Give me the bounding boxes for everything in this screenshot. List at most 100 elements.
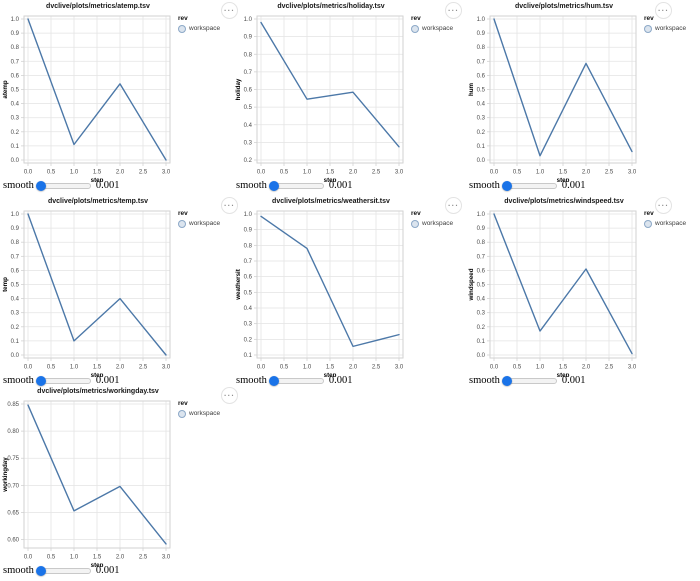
y-tick-label: 0.4 xyxy=(11,102,20,108)
plot-menu-button[interactable]: ··· xyxy=(221,2,238,19)
y-tick-label: 0.3 xyxy=(11,116,20,122)
x-tick-label: 2.0 xyxy=(116,555,125,561)
plot-menu-button[interactable]: ··· xyxy=(655,197,672,214)
smooth-slider[interactable] xyxy=(501,180,557,191)
smooth-slider[interactable] xyxy=(35,565,91,576)
legend-item[interactable]: workspace xyxy=(411,219,453,228)
legend-item[interactable]: workspace xyxy=(178,24,221,33)
smooth-slider-thumb[interactable] xyxy=(35,565,46,576)
plot-menu-button[interactable]: ··· xyxy=(655,2,672,19)
axis-tick-marks xyxy=(21,403,167,551)
axis-tick-marks xyxy=(254,213,400,361)
y-tick-labels: 0.0 0.1 0.2 0.3 0.4 0.5 0.6 0.7 0.8 0.9 1.0 xyxy=(11,212,20,359)
x-tick-label: 0.5 xyxy=(513,170,522,176)
smooth-slider-thumb[interactable] xyxy=(35,375,46,386)
smooth-value: 0.001 xyxy=(95,375,120,386)
smooth-value: 0.001 xyxy=(561,375,586,386)
x-tick-label: 0.5 xyxy=(280,170,289,176)
plot-panel: dvclive/plots/metrics/atemp.tsv ··· 0.0 0.1… xyxy=(0,0,238,195)
x-tick-label: 1.0 xyxy=(70,365,79,371)
x-tick-label: 1.5 xyxy=(326,170,335,176)
smooth-slider-thumb[interactable] xyxy=(268,375,279,386)
x-gridlines xyxy=(27,16,167,163)
smooth-value: 0.001 xyxy=(561,180,586,191)
x-tick-label: 2.5 xyxy=(139,555,148,561)
smooth-label: smooth xyxy=(3,375,34,386)
data-line xyxy=(260,215,400,348)
legend-item[interactable]: workspace xyxy=(411,24,453,33)
y-tick-labels: 0.0 0.1 0.2 0.3 0.4 0.5 0.6 0.7 0.8 0.9 1.0 xyxy=(477,212,486,359)
legend-item[interactable]: workspace xyxy=(178,219,220,228)
x-tick-label: 2.5 xyxy=(139,365,148,371)
legend: rev workspace xyxy=(178,400,220,418)
smooth-slider-thumb[interactable] xyxy=(501,180,512,191)
y-tick-label: 0.7 xyxy=(11,59,20,65)
legend-title: rev xyxy=(411,15,421,22)
legend-title: rev xyxy=(178,400,188,407)
y-tick-label: 0.70 xyxy=(7,483,19,489)
smooth-slider-thumb[interactable] xyxy=(268,180,279,191)
legend-item[interactable]: workspace xyxy=(644,219,686,228)
x-tick-label: 2.5 xyxy=(605,365,614,371)
smooth-slider[interactable] xyxy=(501,375,557,386)
plot-title: dvclive/plots/metrics/holiday.tsv xyxy=(277,3,385,10)
y-tick-label: 0.5 xyxy=(477,283,486,289)
smooth-slider[interactable] xyxy=(268,375,324,386)
y-tick-label: 0.5 xyxy=(11,88,20,94)
x-tick-label: 1.5 xyxy=(93,170,102,176)
data-line xyxy=(27,18,167,161)
x-tick-label: 3.0 xyxy=(395,365,404,371)
y-tick-label: 0.1 xyxy=(244,353,253,359)
x-tick-label: 0.5 xyxy=(513,365,522,371)
ellipsis-icon: ··· xyxy=(658,5,669,15)
smooth-slider-row: smooth 0.001 xyxy=(469,375,586,386)
y-tick-label: 0.7 xyxy=(11,254,20,260)
legend-label: workspace xyxy=(189,25,221,32)
smooth-slider[interactable] xyxy=(35,375,91,386)
y-tick-label: 0.8 xyxy=(244,52,253,58)
smooth-slider[interactable] xyxy=(35,180,91,191)
smooth-slider-row: smooth 0.001 xyxy=(236,180,353,191)
y-tick-label: 0.6 xyxy=(477,73,486,79)
legend-item[interactable]: workspace xyxy=(178,409,220,418)
x-tick-label: 1.0 xyxy=(303,170,312,176)
smooth-slider-thumb[interactable] xyxy=(35,180,46,191)
y-tick-label: 0.9 xyxy=(477,226,486,232)
legend-symbol xyxy=(411,24,419,33)
smooth-value: 0.001 xyxy=(328,375,353,386)
plot-title: dvclive/plots/metrics/workingday.tsv xyxy=(37,388,159,395)
line-chart: 0.2 0.3 0.4 0.5 0.6 0.7 0.8 0.9 1.0 0.0 0.5 1.0 1.5 2… xyxy=(235,15,404,182)
y-tick-labels: 0.1 0.2 0.3 0.4 0.5 0.6 0.7 0.8 0.9 1.0 xyxy=(244,212,253,359)
y-tick-label: 0.65 xyxy=(7,510,19,516)
y-tick-labels: 0.0 0.1 0.2 0.3 0.4 0.5 0.6 0.7 0.8 0.9 1.0 xyxy=(477,17,486,164)
x-tick-label: 2.0 xyxy=(116,170,125,176)
line-chart: 0.0 0.1 0.2 0.3 0.4 0.5 0.6 0.7 0.8 0.9 1.0 0.0 0.5 1… xyxy=(2,210,171,377)
x-tick-label: 3.0 xyxy=(628,365,637,371)
y-tick-label: 0.7 xyxy=(477,254,486,260)
x-axis-title: step xyxy=(324,372,337,377)
plot-menu-button[interactable]: ··· xyxy=(445,2,462,19)
y-tick-label: 0.9 xyxy=(244,228,253,234)
y-tick-label: 1.0 xyxy=(244,17,253,23)
y-tick-label: 0.6 xyxy=(244,275,253,281)
y-tick-label: 0.8 xyxy=(11,45,20,51)
plot-title: dvclive/plots/metrics/windspeed.tsv xyxy=(504,198,624,205)
smooth-slider[interactable] xyxy=(268,180,324,191)
plot-menu-button[interactable]: ··· xyxy=(221,197,238,214)
y-tick-label: 1.0 xyxy=(11,212,20,218)
legend: rev workspace xyxy=(411,210,453,228)
x-tick-label: 2.0 xyxy=(349,170,358,176)
x-tick-label: 2.0 xyxy=(349,365,358,371)
legend: rev workspace xyxy=(644,15,686,33)
legend-title: rev xyxy=(411,210,421,217)
y-tick-label: 0.8 xyxy=(477,240,486,246)
y-tick-label: 0.8 xyxy=(477,45,486,51)
x-tick-label: 2.0 xyxy=(116,365,125,371)
y-tick-label: 0.2 xyxy=(11,325,20,331)
legend-item[interactable]: workspace xyxy=(644,24,686,33)
smooth-slider-thumb[interactable] xyxy=(501,375,512,386)
y-tick-label: 0.4 xyxy=(477,297,486,303)
y-tick-label: 0.1 xyxy=(11,339,20,345)
plot-menu-button[interactable]: ··· xyxy=(445,197,462,214)
plot-menu-button[interactable]: ··· xyxy=(221,387,238,404)
